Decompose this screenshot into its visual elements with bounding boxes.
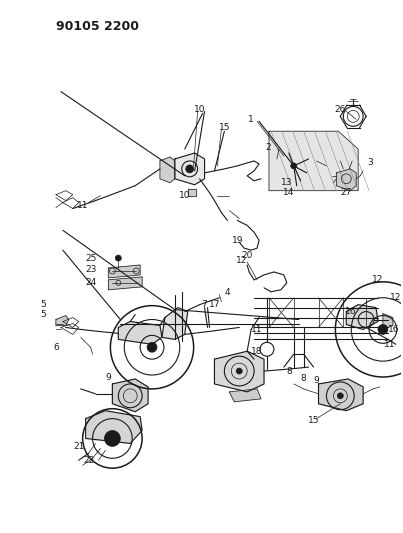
Text: 2: 2: [265, 143, 271, 151]
Text: 12: 12: [372, 276, 384, 285]
Polygon shape: [214, 351, 264, 392]
Polygon shape: [85, 411, 142, 443]
Text: 11: 11: [77, 201, 88, 210]
Polygon shape: [229, 389, 261, 402]
Polygon shape: [383, 313, 393, 329]
Polygon shape: [160, 157, 175, 183]
Polygon shape: [56, 316, 69, 326]
Text: 8: 8: [286, 367, 292, 376]
Polygon shape: [108, 265, 140, 278]
Circle shape: [291, 163, 297, 169]
Text: 18: 18: [251, 347, 263, 356]
Text: 9: 9: [106, 373, 111, 382]
Text: 5: 5: [40, 310, 46, 319]
Text: 14: 14: [283, 188, 295, 197]
Text: 5: 5: [40, 300, 46, 309]
Polygon shape: [175, 153, 205, 185]
Circle shape: [378, 325, 388, 334]
Text: 9: 9: [314, 376, 320, 385]
Polygon shape: [118, 321, 162, 344]
Text: 90105 2200: 90105 2200: [56, 20, 139, 33]
Circle shape: [147, 342, 157, 352]
Text: 20: 20: [241, 251, 253, 260]
Text: 8: 8: [301, 375, 307, 383]
Text: 25: 25: [85, 254, 96, 263]
Text: 24: 24: [85, 278, 96, 287]
Text: 16: 16: [388, 325, 400, 334]
Circle shape: [337, 393, 343, 399]
Polygon shape: [318, 379, 363, 411]
Text: 1: 1: [248, 115, 254, 124]
Polygon shape: [162, 308, 188, 340]
Text: 13: 13: [281, 178, 293, 187]
Circle shape: [115, 255, 121, 261]
Text: 11: 11: [251, 325, 263, 334]
Polygon shape: [108, 277, 142, 290]
Text: 3: 3: [367, 158, 373, 167]
Polygon shape: [188, 189, 195, 196]
Text: 17: 17: [209, 300, 220, 309]
Text: 26: 26: [334, 105, 346, 114]
Text: 16: 16: [345, 307, 356, 316]
Text: 23: 23: [85, 265, 96, 274]
Text: 6: 6: [53, 343, 59, 352]
Text: 12: 12: [235, 255, 247, 264]
Text: 12: 12: [390, 293, 401, 302]
Text: 27: 27: [341, 188, 352, 197]
Text: 21: 21: [73, 442, 84, 451]
Text: 11: 11: [384, 340, 396, 349]
Text: 19: 19: [231, 236, 243, 245]
Circle shape: [236, 368, 242, 374]
Text: 10: 10: [179, 191, 191, 200]
Text: 10: 10: [194, 105, 206, 114]
Text: 7: 7: [202, 300, 208, 309]
Circle shape: [104, 431, 120, 446]
Text: 15: 15: [308, 416, 319, 425]
Text: 4: 4: [224, 288, 230, 297]
Text: 22: 22: [83, 456, 94, 465]
Text: 15: 15: [218, 123, 230, 132]
Polygon shape: [112, 379, 148, 411]
Polygon shape: [337, 169, 356, 191]
Polygon shape: [269, 131, 358, 191]
Circle shape: [186, 165, 194, 173]
Polygon shape: [346, 305, 378, 329]
